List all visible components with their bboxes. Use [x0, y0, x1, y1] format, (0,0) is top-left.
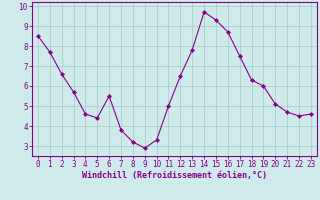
X-axis label: Windchill (Refroidissement éolien,°C): Windchill (Refroidissement éolien,°C) [82, 171, 267, 180]
